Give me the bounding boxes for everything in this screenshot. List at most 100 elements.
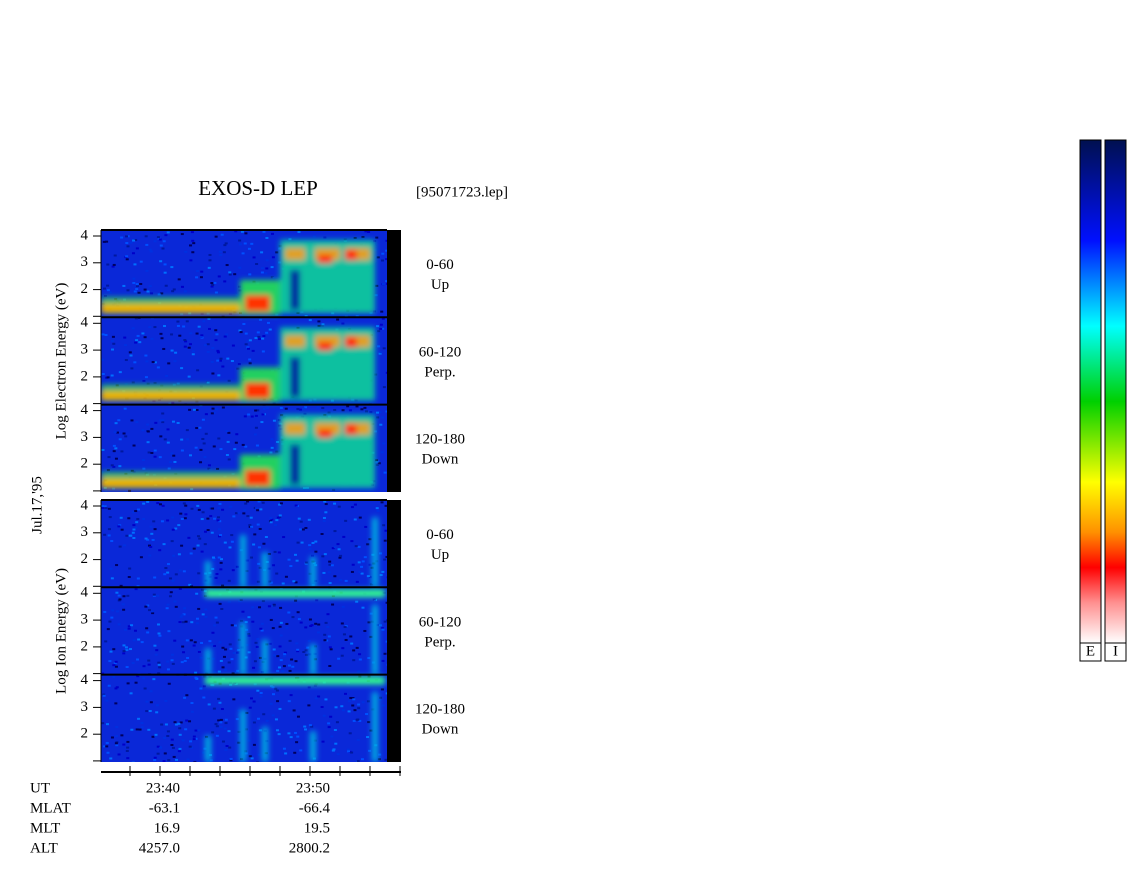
noise <box>373 249 377 252</box>
noise <box>189 259 193 262</box>
noise <box>271 714 275 717</box>
noise <box>271 686 275 689</box>
noise <box>180 661 184 664</box>
noise <box>174 351 178 354</box>
noise <box>385 280 387 283</box>
noise <box>162 543 166 546</box>
noise <box>177 278 181 281</box>
noise <box>302 487 306 490</box>
noise <box>382 386 386 389</box>
noise <box>374 373 378 376</box>
noise <box>209 506 213 509</box>
noise <box>382 347 386 350</box>
noise <box>296 611 300 614</box>
noise <box>366 575 370 578</box>
noise <box>182 613 186 616</box>
noise <box>373 456 377 459</box>
noise <box>150 610 154 613</box>
noise <box>244 621 248 624</box>
noise <box>289 565 293 568</box>
noise <box>217 374 221 377</box>
noise <box>375 459 379 462</box>
noise <box>217 697 221 700</box>
noise <box>232 651 236 654</box>
noise <box>254 337 258 340</box>
noise <box>110 577 114 580</box>
noise <box>149 250 153 253</box>
noise <box>246 515 250 518</box>
noise <box>254 409 258 412</box>
noise <box>178 733 182 736</box>
noise <box>257 335 261 338</box>
noise <box>253 533 257 536</box>
noise <box>103 505 107 508</box>
noise <box>122 650 126 653</box>
noise <box>166 519 170 522</box>
noise <box>386 576 387 579</box>
noise <box>107 684 111 687</box>
noise <box>198 537 202 540</box>
noise <box>327 411 331 414</box>
noise <box>154 653 158 656</box>
noise <box>325 639 329 642</box>
noise <box>272 419 276 422</box>
noise <box>134 526 138 529</box>
noise <box>199 276 203 279</box>
noise <box>196 535 200 538</box>
noise <box>195 409 199 412</box>
noise <box>232 515 236 518</box>
noise <box>112 450 116 453</box>
noise <box>156 502 160 505</box>
noise <box>315 599 319 602</box>
noise <box>275 519 279 522</box>
noise <box>212 445 216 448</box>
blob <box>290 357 300 398</box>
noise <box>301 528 305 531</box>
noise <box>134 588 138 591</box>
noise <box>215 333 219 336</box>
noise <box>134 317 138 320</box>
y-tick-label: 4 <box>81 672 89 688</box>
noise <box>210 683 214 686</box>
noise <box>297 231 301 234</box>
noise <box>214 339 218 342</box>
noise <box>181 645 185 648</box>
noise <box>135 285 139 288</box>
noise <box>224 668 228 671</box>
noise <box>272 276 276 279</box>
noise <box>126 235 130 238</box>
noise <box>177 553 181 556</box>
noise <box>158 634 162 637</box>
noise <box>365 713 369 716</box>
noise <box>183 659 187 662</box>
noise <box>296 541 300 544</box>
noise <box>176 421 180 424</box>
noise <box>193 641 197 644</box>
noise <box>148 326 152 329</box>
blob <box>285 422 305 435</box>
noise <box>209 759 213 762</box>
noise <box>166 563 170 566</box>
noise <box>239 598 243 601</box>
noise <box>278 707 282 710</box>
noise <box>244 656 248 659</box>
noise <box>146 290 150 293</box>
noise <box>272 402 276 405</box>
noise <box>190 507 194 510</box>
noise <box>380 626 384 629</box>
noise <box>180 438 184 441</box>
noise <box>118 524 122 527</box>
noise <box>294 660 298 663</box>
noise <box>307 639 311 642</box>
noise <box>142 502 146 505</box>
noise <box>153 449 157 452</box>
noise <box>244 728 248 731</box>
band <box>101 384 241 390</box>
noise <box>304 406 308 409</box>
noise <box>264 272 268 275</box>
noise <box>147 659 151 662</box>
noise <box>279 621 283 624</box>
noise <box>204 432 208 435</box>
black-strip <box>387 230 401 492</box>
noise <box>164 284 168 287</box>
